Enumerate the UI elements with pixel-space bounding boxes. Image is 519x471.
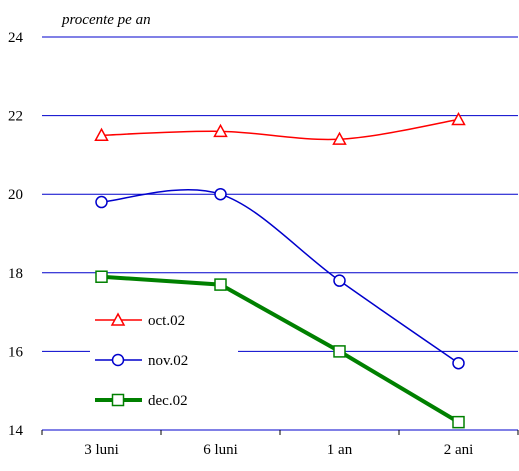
series-line — [101, 118, 459, 141]
legend-entry: nov.02 — [95, 353, 188, 369]
x-tick-label: 2 ani — [444, 442, 474, 458]
series-line — [101, 274, 460, 424]
series-dec.02 — [95, 270, 465, 429]
data-point — [95, 270, 108, 283]
x-tick-label: 6 luni — [203, 442, 238, 458]
series-oct.02 — [94, 111, 466, 145]
x-tick-label: 1 an — [327, 442, 353, 458]
y-axis-unit-label: procente pe an — [61, 12, 151, 28]
series-group — [94, 111, 466, 429]
x-axis: 3 luni 6 luni 1 an 2 ani — [41, 430, 519, 458]
y-tick-label: 24 — [8, 30, 24, 46]
legend: oct.02 nov.02 dec.02 — [90, 300, 238, 418]
legend-marker — [111, 353, 125, 367]
x-tick-label: 3 luni — [84, 442, 119, 458]
data-point — [214, 278, 227, 291]
legend-label: oct.02 — [148, 313, 185, 329]
y-tick-label: 14 — [8, 423, 24, 439]
legend-entry: dec.02 — [95, 393, 188, 409]
data-point — [452, 356, 465, 370]
legend-marker — [110, 312, 126, 326]
y-tick-label: 18 — [8, 266, 23, 282]
legend-label: nov.02 — [148, 353, 188, 369]
data-point — [213, 123, 228, 138]
legend-entry: oct.02 — [95, 312, 185, 329]
data-point — [94, 127, 109, 141]
y-tick-label: 20 — [8, 187, 23, 203]
data-point — [95, 195, 108, 209]
y-axis-ticks: 14 16 18 20 22 24 — [8, 30, 24, 439]
data-point — [333, 274, 346, 287]
y-tick-label: 16 — [8, 344, 24, 360]
legend-marker — [111, 393, 125, 407]
data-point — [332, 131, 347, 145]
legend-label: dec.02 — [148, 393, 188, 409]
series-line — [101, 188, 459, 364]
y-tick-label: 22 — [8, 109, 23, 125]
data-point — [333, 345, 346, 358]
data-point — [214, 187, 227, 201]
series-nov.02 — [95, 187, 465, 370]
data-point — [452, 415, 465, 429]
data-point — [451, 111, 466, 126]
